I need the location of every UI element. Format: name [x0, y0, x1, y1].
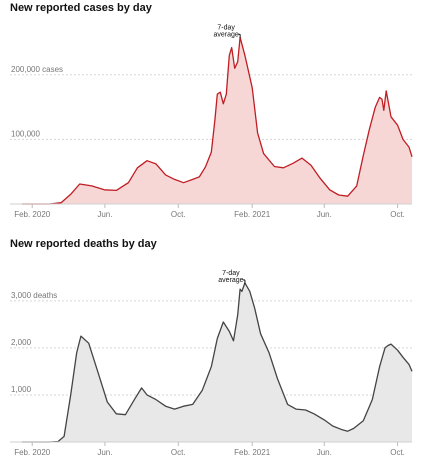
deaths-annotation-label: average: [218, 277, 243, 284]
deaths-x-tick-label: Feb. 2021: [234, 448, 271, 457]
deaths-y-tick-label: 2,000: [11, 338, 32, 347]
deaths-x-tick-label: Jun.: [97, 448, 112, 457]
deaths-y-tick-label: 3,000 deaths: [11, 291, 57, 300]
deaths-chart: 1,000 2,000 3,000 deaths Feb. 2020 Jun. Oct. F…: [10, 270, 413, 457]
cases-series-line: [22, 36, 413, 205]
cases-chart-panel: New reported cases by day 100,000 200,000…: [0, 0, 421, 230]
cases-x-tick-label: Jun.: [97, 210, 112, 219]
deaths-x-tick-label: Feb. 2020: [14, 448, 51, 457]
deaths-series-line: [22, 282, 413, 443]
deaths-area-fill: [22, 282, 412, 442]
cases-area-fill: [22, 37, 412, 204]
cases-x-tick-label: Jun.: [317, 210, 332, 219]
cases-x-tick-label: Oct.: [171, 210, 186, 219]
deaths-x-tick-label: Oct.: [390, 448, 405, 457]
cases-y-tick-label: 100,000: [11, 129, 40, 138]
deaths-x-tick-label: Jun.: [317, 448, 332, 457]
deaths-chart-title: New reported deaths by day: [10, 238, 157, 250]
deaths-y-tick-label: 1,000: [11, 385, 32, 394]
cases-x-tick-label: Oct.: [390, 210, 405, 219]
deaths-chart-panel: New reported deaths by day 1,000 2,000 3,0…: [0, 236, 421, 473]
deaths-annotation-label: 7-day: [222, 270, 240, 277]
cases-x-tick-label: Feb. 2020: [14, 210, 51, 219]
cases-annotation-label: 7-day: [217, 24, 235, 31]
cases-y-tick-label: 200,000 cases: [11, 65, 63, 74]
cases-annotation-label: average: [213, 31, 238, 38]
cases-x-tick-label: Feb. 2021: [234, 210, 271, 219]
deaths-x-tick-label: Oct.: [171, 448, 186, 457]
cases-chart: 100,000 200,000 cases Feb. 2020 Jun. Oct. Feb…: [10, 24, 413, 219]
cases-chart-title: New reported cases by day: [10, 2, 152, 14]
